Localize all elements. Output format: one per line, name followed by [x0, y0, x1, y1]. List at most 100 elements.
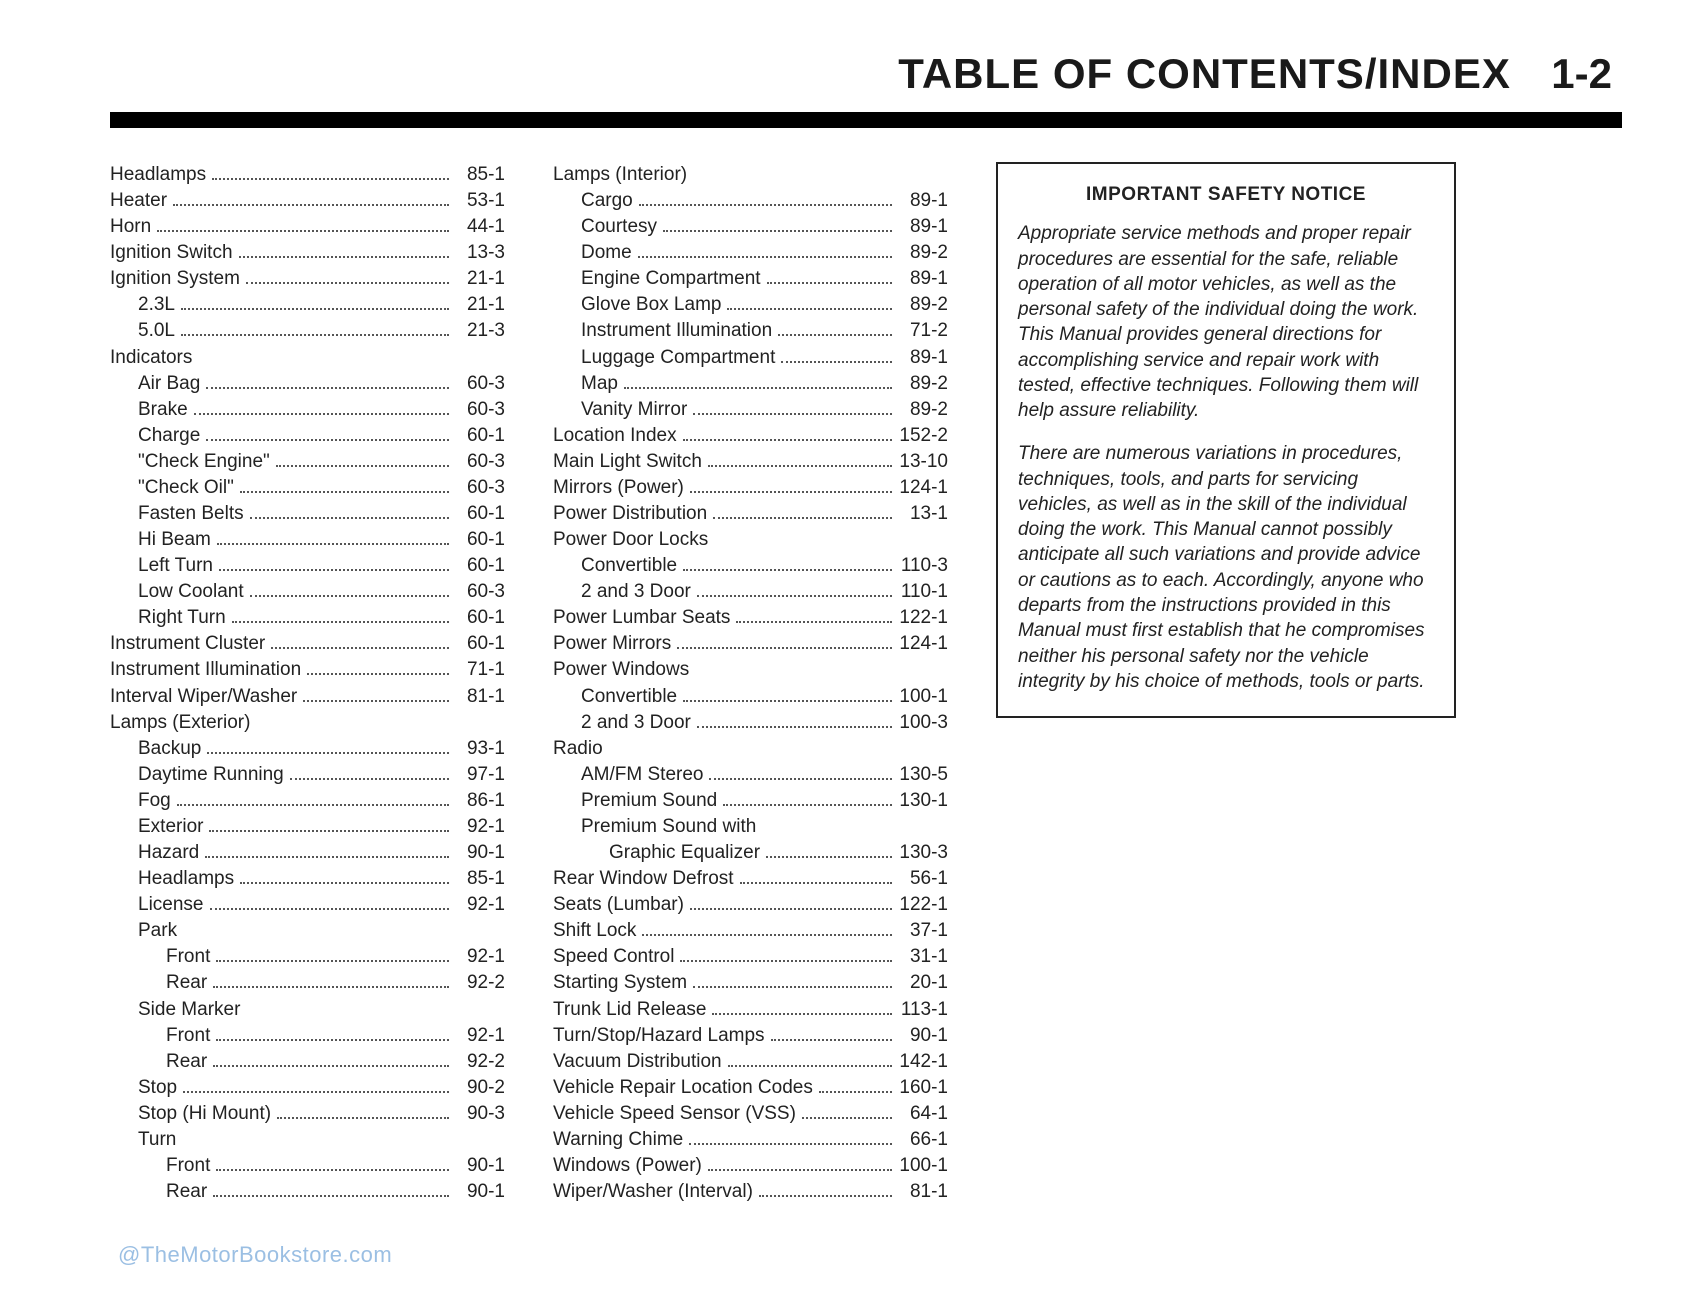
index-entry-label: Lamps (Exterior) [110, 710, 250, 735]
dot-leader [712, 1013, 892, 1015]
index-entry-page: 20-1 [898, 970, 948, 995]
index-entry-label: Interval Wiper/Washer [110, 684, 297, 709]
safety-notice-paragraph: There are numerous variations in procedu… [1018, 441, 1434, 694]
index-entry: Ignition Switch 13-3 [110, 240, 505, 265]
index-entry: Convertible100-1 [553, 684, 948, 709]
index-entry-label: "Check Oil" [138, 475, 234, 500]
dot-leader [240, 882, 449, 884]
index-entry-page: 60-3 [455, 475, 505, 500]
index-entry-label: Headlamps [138, 866, 234, 891]
index-entry-page: 130-5 [898, 762, 948, 787]
index-entry: 2.3L21-1 [110, 292, 505, 317]
index-entry-label: Hi Beam [138, 527, 211, 552]
dot-leader [217, 543, 449, 545]
index-entry-page: 92-1 [455, 944, 505, 969]
safety-notice-paragraph: Appropriate service methods and proper r… [1018, 221, 1434, 423]
index-entry: Convertible110-3 [553, 553, 948, 578]
dot-leader [624, 387, 892, 389]
index-entry-page: 90-1 [455, 1153, 505, 1178]
dot-leader [708, 1169, 892, 1171]
index-entry: Starting System20-1 [553, 970, 948, 995]
index-entry-page: 13-3 [455, 240, 505, 265]
index-entry: Lamps (Interior) [553, 162, 948, 187]
index-entry-label: Ignition Switch [110, 240, 233, 265]
index-entry: Heater53-1 [110, 188, 505, 213]
index-column-right: Lamps (Interior)Cargo89-1Courtesy89-1Dom… [553, 162, 948, 1205]
index-entry-label: Stop [138, 1075, 177, 1100]
index-entry-page: 89-2 [898, 371, 948, 396]
dot-leader [740, 882, 892, 884]
index-entry-page: 90-1 [898, 1023, 948, 1048]
index-entry-page: 60-3 [455, 397, 505, 422]
safety-notice-box: IMPORTANT SAFETY NOTICE Appropriate serv… [996, 162, 1456, 718]
dot-leader [781, 361, 892, 363]
dot-leader [642, 934, 892, 936]
index-entry: Vehicle Speed Sensor (VSS)64-1 [553, 1101, 948, 1126]
index-entry-page: 100-3 [898, 710, 948, 735]
index-entry-label: Low Coolant [138, 579, 244, 604]
dot-leader [663, 230, 892, 232]
index-entry: Vehicle Repair Location Codes160-1 [553, 1075, 948, 1100]
dot-leader [683, 700, 892, 702]
index-entry-label: Wiper/Washer (Interval) [553, 1179, 753, 1204]
index-entry-label: Power Windows [553, 657, 689, 682]
index-entry-page: 81-1 [455, 684, 505, 709]
index-entry-page: 89-1 [898, 266, 948, 291]
index-entry-label: Backup [138, 736, 201, 761]
dot-leader [219, 569, 449, 571]
index-entry: Dome89-2 [553, 240, 948, 265]
index-entry: Radio [553, 736, 948, 761]
index-entry-page: 92-2 [455, 970, 505, 995]
index-entry-label: Brake [138, 397, 188, 422]
index-entry-label: Location Index [553, 423, 677, 448]
index-entry: Stop (Hi Mount)90-3 [110, 1101, 505, 1126]
index-entry-page: 100-1 [898, 684, 948, 709]
index-entry: Hazard90-1 [110, 840, 505, 865]
index-entry-page: 92-1 [455, 814, 505, 839]
dot-leader [639, 204, 892, 206]
dot-leader [690, 908, 892, 910]
index-entry: Instrument Illumination71-1 [110, 657, 505, 682]
index-entry: License92-1 [110, 892, 505, 917]
index-entry: Power Mirrors124-1 [553, 631, 948, 656]
dot-leader [693, 986, 892, 988]
dot-leader [697, 595, 892, 597]
index-entry: Map89-2 [553, 371, 948, 396]
index-entry: Vanity Mirror89-2 [553, 397, 948, 422]
page-header: TABLE OF CONTENTS/INDEX 1-2 [110, 50, 1622, 98]
index-entry: Courtesy89-1 [553, 214, 948, 239]
index-entry: Brake 60-3 [110, 397, 505, 422]
index-entry-label: Warning Chime [553, 1127, 683, 1152]
index-entry-label: Courtesy [581, 214, 657, 239]
index-entry-page: 13-10 [898, 449, 948, 474]
dot-leader [680, 960, 892, 962]
index-entry-page: 21-1 [455, 292, 505, 317]
index-entry-label: Right Turn [138, 605, 226, 630]
index-entry-page: 71-1 [455, 657, 505, 682]
index-entry-label: Mirrors (Power) [553, 475, 684, 500]
index-entry-page: 21-3 [455, 318, 505, 343]
index-entry: Engine Compartment89-1 [553, 266, 948, 291]
index-entry: Main Light Switch13-10 [553, 449, 948, 474]
index-entry-label: Front [166, 944, 210, 969]
index-entry: Luggage Compartment89-1 [553, 345, 948, 370]
index-entry-label: Heater [110, 188, 167, 213]
index-entry: Turn [110, 1127, 505, 1152]
index-entry-label: Vehicle Speed Sensor (VSS) [553, 1101, 796, 1126]
index-entry-page: 60-3 [455, 371, 505, 396]
index-entry: AM/FM Stereo130-5 [553, 762, 948, 787]
dot-leader [728, 1065, 892, 1067]
index-entry: Power Windows [553, 657, 948, 682]
index-entry-page: 113-1 [898, 997, 948, 1022]
index-entry-label: Trunk Lid Release [553, 997, 706, 1022]
index-entry-label: 2 and 3 Door [581, 579, 691, 604]
manual-page: TABLE OF CONTENTS/INDEX 1-2 Headlamps85-… [0, 0, 1682, 1300]
index-entry: Charge60-1 [110, 423, 505, 448]
index-entry: Park [110, 918, 505, 943]
index-entry-label: Side Marker [138, 997, 240, 1022]
index-entry-page: 44-1 [455, 214, 505, 239]
index-entry-page: 21-1 [455, 266, 505, 291]
dot-leader [727, 308, 892, 310]
index-entry-label: Glove Box Lamp [581, 292, 721, 317]
index-entry: Warning Chime66-1 [553, 1127, 948, 1152]
